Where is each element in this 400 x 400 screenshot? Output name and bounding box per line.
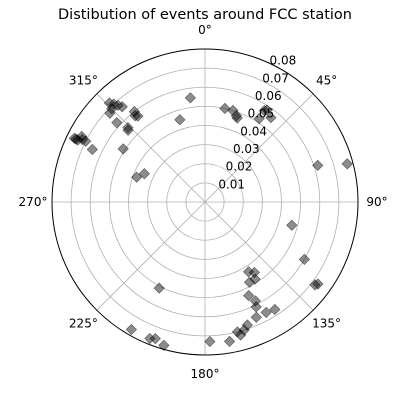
angle-tick-label-3: 135°	[312, 317, 341, 331]
data-point	[224, 336, 234, 346]
data-point	[270, 304, 280, 314]
angle-gridline-5	[97, 202, 205, 310]
radius-tick-label-3: 0.04	[240, 124, 267, 138]
polar-grid	[52, 49, 358, 355]
data-point	[299, 254, 309, 264]
data-point	[159, 340, 169, 350]
data-point	[251, 312, 261, 322]
data-point	[175, 114, 185, 124]
data-point	[154, 283, 164, 293]
data-point	[205, 336, 215, 346]
angle-tick-label-1: 45°	[316, 73, 337, 87]
angle-tick-label-6: 270°	[19, 195, 48, 209]
angle-tick-label-5: 225°	[69, 317, 98, 331]
data-point	[313, 160, 323, 170]
angle-tick-label-4: 180°	[191, 367, 220, 381]
radius-tick-label-7: 0.08	[270, 54, 297, 68]
radius-tick-label-6: 0.07	[262, 71, 289, 85]
data-point	[220, 103, 230, 113]
angle-tick-label-7: 315°	[69, 73, 98, 87]
angle-gridline-3	[205, 202, 313, 310]
data-point	[185, 93, 195, 103]
data-point	[87, 144, 97, 154]
data-point	[126, 324, 136, 334]
data-point	[287, 220, 297, 230]
radius-tick-label-2: 0.03	[233, 142, 260, 156]
angle-tick-label-0: 0°	[198, 23, 212, 37]
radius-tick-label-5: 0.06	[255, 89, 282, 103]
data-point	[261, 307, 271, 317]
radius-tick-label-0: 0.01	[218, 177, 245, 191]
data-point	[118, 144, 128, 154]
data-point	[112, 117, 122, 127]
angle-tick-label-2: 90°	[366, 195, 387, 209]
radius-tick-label-1: 0.02	[226, 160, 253, 174]
data-point	[342, 159, 352, 169]
chart-title: Distibution of events around FCC station	[58, 7, 352, 23]
